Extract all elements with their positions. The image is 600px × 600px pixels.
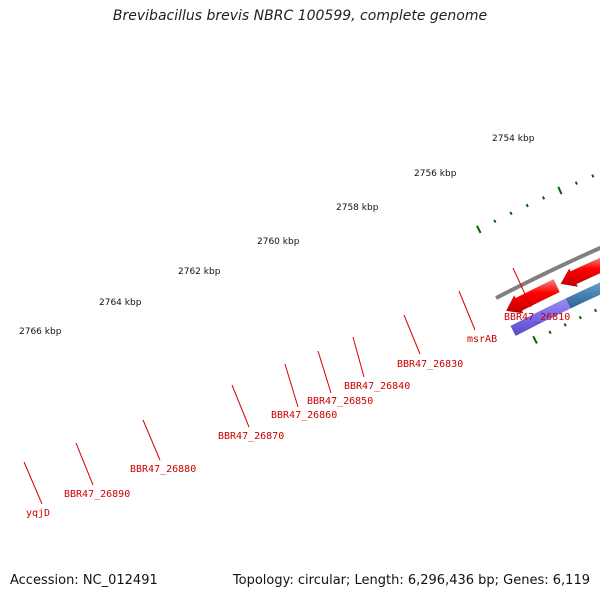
- gene-label-yqjd: yqjD: [26, 508, 50, 519]
- leader-line: [403, 314, 421, 355]
- scale-tick: [594, 308, 598, 313]
- scale-label-2764: 2764 kbp: [99, 298, 142, 308]
- scale-tick: [541, 196, 546, 200]
- leader-line: [352, 336, 365, 378]
- leader-line: [142, 419, 161, 461]
- gene-label-bbr47-26860: BBR47_26860: [271, 410, 337, 421]
- leader-line: [458, 290, 476, 331]
- scale-label-2762: 2762 kbp: [178, 267, 221, 277]
- leader-line: [231, 384, 250, 428]
- gene-features: [505, 257, 600, 337]
- scale-tick: [509, 211, 513, 216]
- scale-tick: [493, 219, 497, 224]
- scale-label-2756: 2756 kbp: [414, 169, 457, 179]
- inner-scale-ticks: [532, 308, 598, 344]
- feature-bar-steelblue: [565, 282, 600, 309]
- leader-line: [23, 461, 43, 505]
- gene-label-bbr47-26830: BBR47_26830: [397, 359, 463, 370]
- scale-label-2754: 2754 kbp: [492, 134, 535, 144]
- scale-tick: [563, 323, 567, 327]
- cds-arrow: [560, 257, 600, 288]
- scale-label-2758: 2758 kbp: [336, 203, 379, 213]
- gene-label-msrab: msrAB: [467, 334, 497, 345]
- gene-label-bbr47-26880: BBR47_26880: [130, 464, 196, 475]
- scale-label-2760: 2760 kbp: [257, 237, 300, 247]
- gene-label-bbr47-26850: BBR47_26850: [307, 396, 373, 407]
- scale-tick: [476, 225, 482, 234]
- scale-tick: [525, 203, 529, 208]
- scale-tick: [532, 335, 538, 344]
- outer-scale-ticks: [476, 174, 595, 234]
- accession-text: Accession: NC_012491: [10, 573, 158, 588]
- leader-line: [512, 267, 532, 308]
- scale-tick: [557, 186, 563, 195]
- gene-label-bbr47-26810: BBR47_26810: [504, 312, 570, 323]
- gene-label-bbr47-26870: BBR47_26870: [218, 431, 284, 442]
- scale-tick: [591, 174, 595, 178]
- topology-text: Topology: circular; Length: 6,296,436 bp…: [232, 573, 590, 588]
- genome-title: Brevibacillus brevis NBRC 100599, comple…: [112, 8, 488, 24]
- scale-label-2766: 2766 kbp: [19, 327, 62, 337]
- cds-arrow: [505, 279, 560, 314]
- scale-tick: [578, 315, 582, 320]
- leader-line: [284, 363, 299, 408]
- label-leader-lines: [23, 267, 532, 505]
- leader-line: [317, 350, 332, 394]
- gene-label-bbr47-26890: BBR47_26890: [64, 489, 130, 500]
- feature-bar-purple: [510, 297, 572, 337]
- scale-tick: [574, 181, 578, 185]
- leader-line: [75, 442, 94, 486]
- scale-tick: [548, 330, 552, 335]
- gene-label-bbr47-26840: BBR47_26840: [344, 381, 410, 392]
